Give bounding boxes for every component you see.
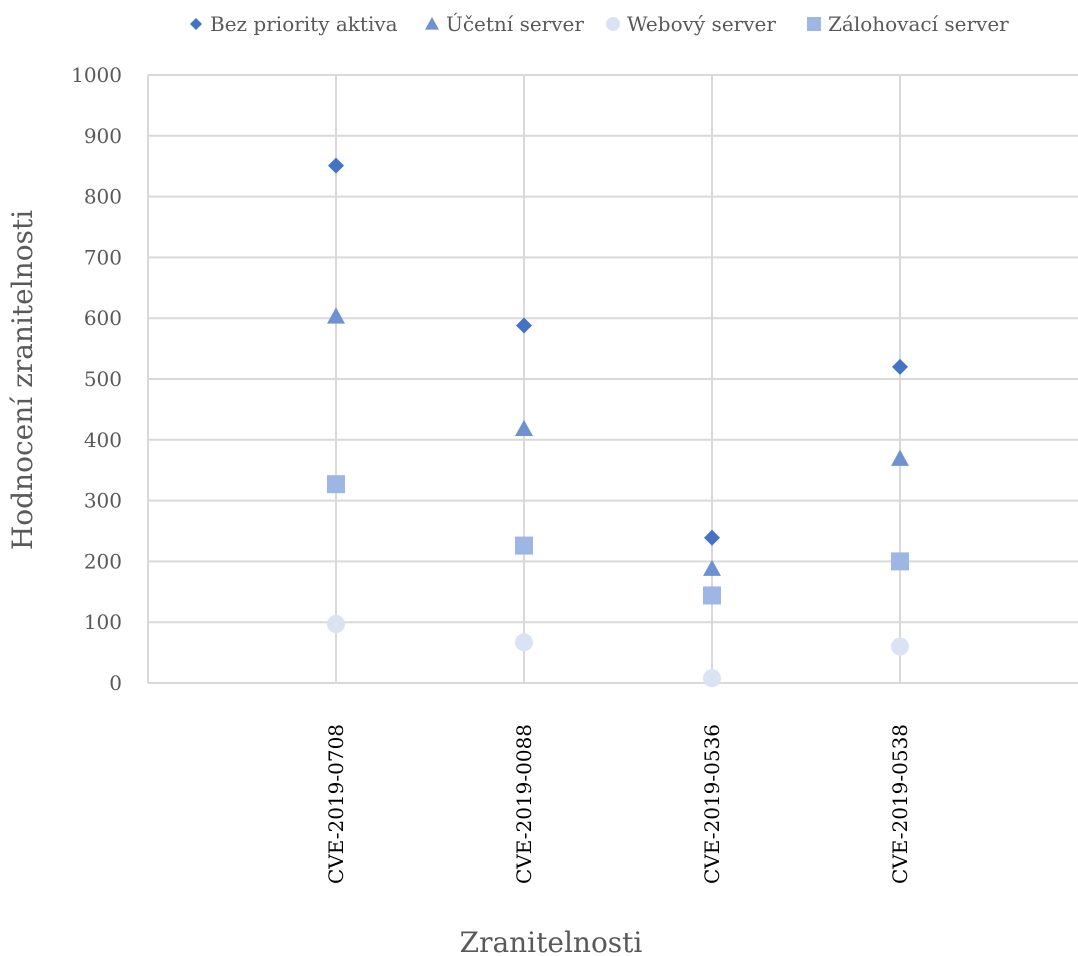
point-bez-priority-aktiva — [516, 317, 532, 334]
gridlines — [147, 74, 1078, 684]
x-axis-ticks: CVE-2019-0708 CVE-2019-0088 CVE-2019-0536 C… — [324, 724, 912, 884]
point-webovy-server — [703, 669, 721, 688]
point-bez-priority-aktiva — [704, 529, 720, 546]
point-webovy-server — [515, 633, 533, 652]
y-tick-label: 0 — [109, 671, 122, 695]
point-ucetni-server — [703, 559, 721, 576]
legend-marker-bez-priority-aktiva — [190, 18, 202, 30]
point-zalohovaci-server — [891, 552, 909, 571]
y-tick-label: 1000 — [71, 63, 122, 87]
y-tick-label: 500 — [84, 367, 122, 391]
legend-marker-ucetni-server — [425, 17, 439, 30]
y-tick-label: 300 — [84, 489, 122, 513]
x-axis-title: Zranitelnosti — [460, 926, 643, 956]
point-bez-priority-aktiva — [892, 358, 908, 375]
legend-label: Webový server — [627, 12, 776, 36]
point-ucetni-server — [515, 419, 533, 437]
data-points — [327, 157, 909, 688]
point-zalohovaci-server — [703, 586, 721, 605]
y-tick-label: 600 — [84, 306, 122, 330]
legend-label: Účetní server — [446, 11, 584, 36]
legend-label: Zálohovací server — [828, 12, 1009, 36]
y-axis-ticks: 0 100 200 300 400 500 600 700 800 900 1000 — [71, 63, 122, 695]
x-tick-label: CVE-2019-0536 — [700, 724, 724, 884]
point-bez-priority-aktiva — [328, 157, 344, 174]
legend-marker-zalohovaci-server — [807, 17, 821, 31]
y-tick-label: 400 — [84, 428, 122, 452]
y-tick-label: 900 — [84, 124, 122, 148]
x-tick-label: CVE-2019-0708 — [324, 724, 348, 884]
point-ucetni-server — [891, 449, 909, 466]
y-tick-label: 100 — [84, 610, 122, 634]
x-tick-label: CVE-2019-0538 — [888, 724, 912, 884]
point-zalohovaci-server — [327, 475, 345, 494]
x-tick-label: CVE-2019-0088 — [512, 724, 536, 884]
y-axis-title: Hodnocení zranitelnosti — [6, 210, 39, 550]
legend-marker-webovy-server — [606, 17, 620, 31]
legend: Bez priority aktiva Účetní server Webový s… — [190, 11, 1009, 36]
point-ucetni-server — [327, 307, 345, 324]
y-tick-label: 800 — [84, 185, 122, 209]
point-webovy-server — [891, 637, 909, 656]
point-zalohovaci-server — [515, 536, 533, 555]
legend-label: Bez priority aktiva — [210, 12, 398, 36]
y-tick-label: 200 — [84, 549, 122, 573]
point-webovy-server — [327, 615, 345, 634]
y-tick-label: 700 — [84, 245, 122, 269]
